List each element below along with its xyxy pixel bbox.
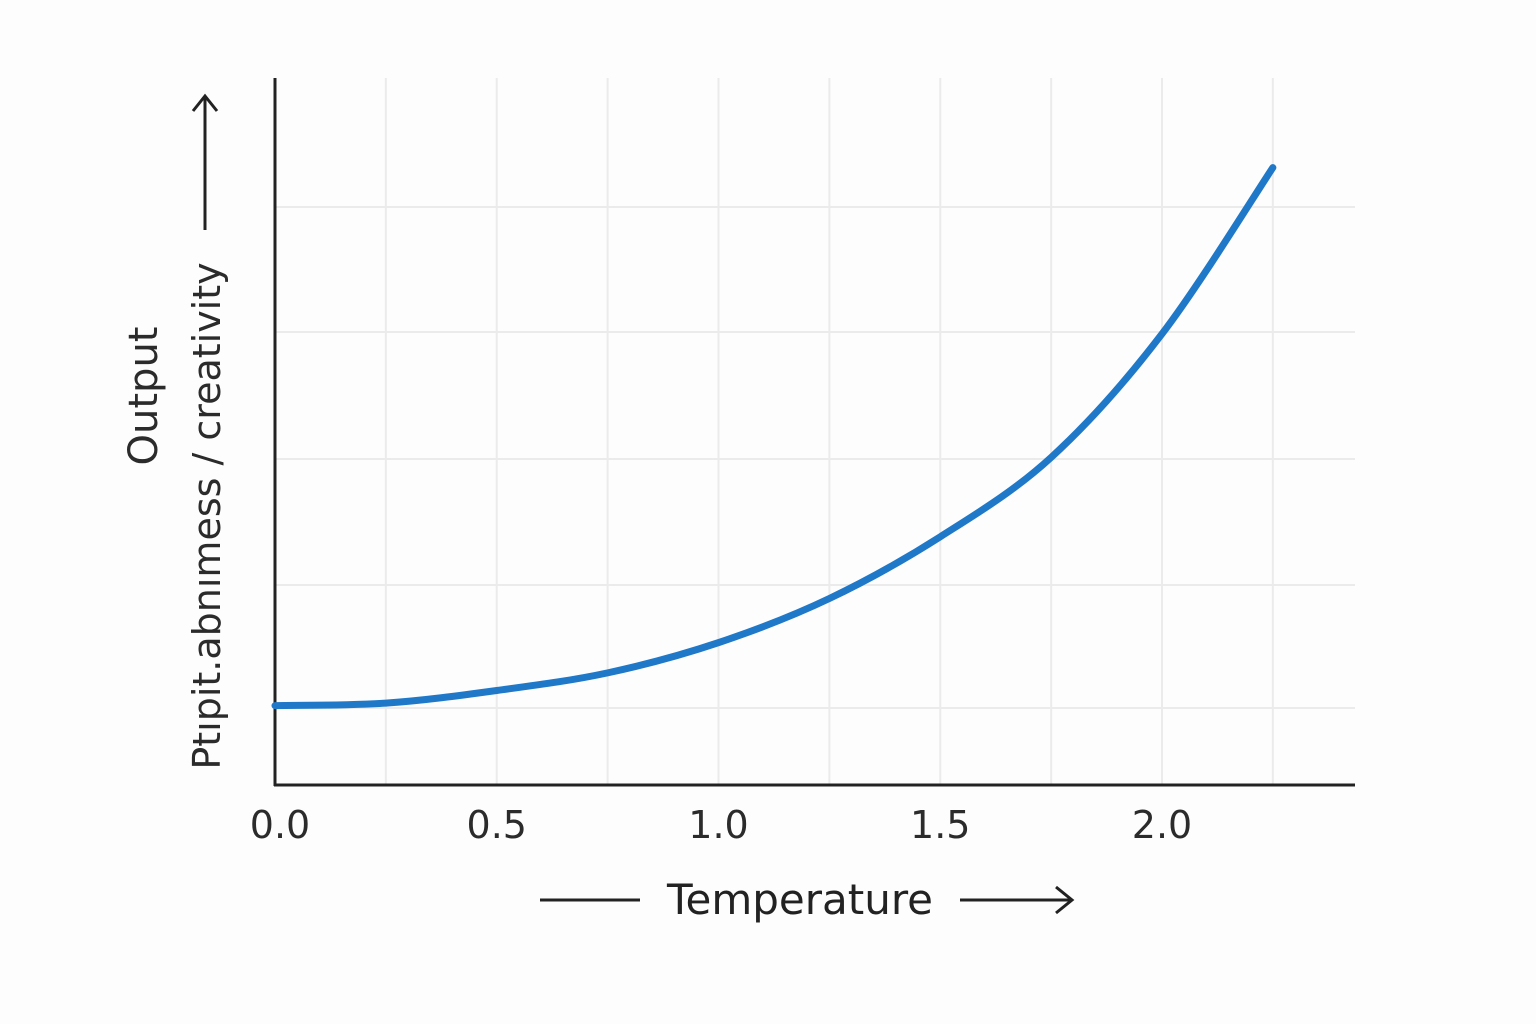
y-axis-title-line2: Ptıpit.abnımess / creativity — [185, 262, 229, 769]
x-axis-title: Temperature — [666, 875, 933, 924]
x-axis-arrow-icon — [960, 885, 1075, 915]
y-axis-title-line1: Output — [121, 327, 167, 466]
y-axis-arrow-icon — [191, 93, 219, 230]
x-tick-label: 0.0 — [250, 803, 310, 847]
x-tick-label: 0.5 — [467, 803, 527, 847]
y-axis-title-group: Output Ptıpit.abnımess / creativity — [121, 93, 229, 770]
x-tick-label: 2.0 — [1132, 803, 1192, 847]
x-tick-label: 1.0 — [688, 803, 748, 847]
x-tick-labels: 0.0 0.5 1.0 1.5 2.0 — [250, 803, 1192, 847]
series-line — [271, 164, 1277, 710]
x-tick-label: 1.5 — [910, 803, 970, 847]
x-axis-title-group: Temperature — [540, 875, 1075, 924]
grid-lines — [275, 78, 1355, 785]
axes — [273, 78, 1355, 787]
